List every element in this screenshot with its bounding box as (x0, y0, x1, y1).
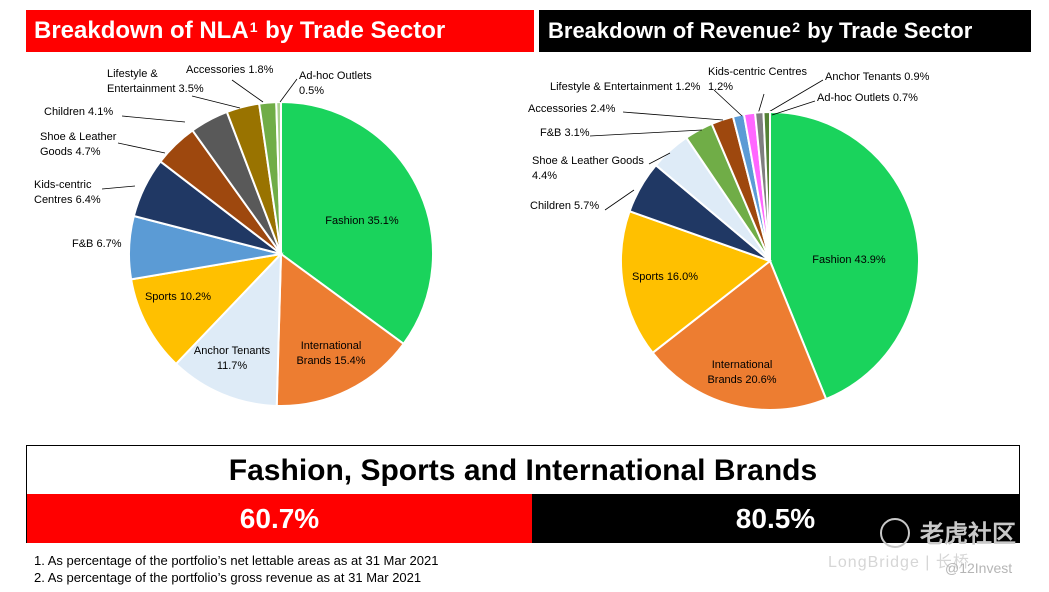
summary-title: Fashion, Sports and International Brands (228, 454, 818, 487)
revenue-label-fashion: Fashion 43.9% (812, 254, 886, 266)
nla-label-ad-hoc-outlets: Ad-hoc Outlets 0.5% (299, 70, 372, 97)
revenue-leader-kids-centric-centres (757, 93, 765, 115)
revenue-leader-shoe-and-leather-goods (648, 152, 671, 165)
nla-leader-lifestyle-and-entertainment (191, 95, 241, 109)
nla-title-suffix: by Trade Sector (265, 17, 446, 44)
revenue-title-footnote-mark: 2 (792, 19, 801, 35)
nla-leader-shoe-and-leather-goods (117, 142, 166, 154)
nla-label-anchor-tenants: Anchor Tenants 11.7% (194, 345, 271, 372)
nla-label-lifestyle-and-entertainment: Lifestyle & Entertainment 3.5% (107, 68, 204, 95)
nla-leader-accessories (231, 79, 264, 103)
nla-slice-anchor-tenants (174, 251, 283, 407)
watermark-brand-en-text: LongBridge (828, 554, 920, 571)
revenue-leader-accessories (622, 111, 724, 121)
nla-slice-ad-hoc-outlets (275, 100, 282, 255)
revenue-leader-fandb (589, 129, 703, 137)
nla-label-accessories: Accessories 1.8% (186, 64, 274, 76)
revenue-label-international-brands: International Brands 20.6% (707, 359, 776, 386)
revenue-title-suffix: by Trade Sector (807, 18, 973, 43)
revenue-label-ad-hoc-outlets: Ad-hoc Outlets 0.7% (817, 92, 918, 104)
footnote-2: 2. As percentage of the portfolio’s gros… (34, 570, 422, 585)
nla-leader-children (121, 115, 186, 123)
nla-leader-kids-centric-centres (101, 185, 136, 190)
nla-title-text: Breakdown of NLA (34, 17, 249, 44)
revenue-label-anchor-tenants: Anchor Tenants 0.9% (825, 71, 930, 83)
revenue-leader-anchor-tenants (766, 79, 824, 114)
revenue-chart-title: Breakdown of Revenue 2 by Trade Sector (539, 10, 1031, 52)
revenue-pie-chart: Fashion 43.9% International Brands 20.6% Sp… (528, 66, 930, 411)
nla-pie-chart: Fashion 35.1% International Brands 15.4% An… (34, 64, 434, 407)
nla-label-fashion: Fashion 35.1% (325, 215, 399, 227)
watermark-handle: @12Invest (945, 560, 1013, 576)
revenue-leader-lifestyle-and-entertainment (713, 89, 743, 117)
summary-panel: Fashion, Sports and International Brands… (26, 445, 1020, 543)
nla-combined-share: 60.7% (27, 494, 532, 543)
revenue-slice-fashion (769, 110, 920, 401)
revenue-slice-sports (620, 209, 773, 355)
watermark-brand-en: LongBridge | 长桥 (828, 554, 970, 571)
watermark-brand-cn: 老虎社区 (920, 521, 1016, 548)
watermark-brand-en-cn: 长桥 (935, 554, 970, 571)
revenue-slice-international-brands (651, 259, 828, 411)
nla-slice-sports (129, 252, 284, 366)
nla-leader-ad-hoc-outlets (279, 78, 298, 103)
nla-label-kids-centric-centres: Kids-centric Centres 6.4% (34, 179, 101, 206)
nla-title-footnote-mark: 1 (249, 19, 258, 35)
footnote-1: 1. As percentage of the portfolio’s net … (34, 553, 439, 568)
nla-label-sports: Sports 10.2% (145, 291, 211, 303)
revenue-label-shoe-and-leather-goods: Shoe & Leather Goods 4.4% (532, 155, 644, 182)
revenue-title-text: Breakdown of Revenue (548, 18, 792, 43)
revenue-label-kids-centric-centres: Kids-centric Centres 1.2% (708, 66, 808, 93)
watermark-logo-icon (880, 518, 910, 548)
revenue-label-accessories: Accessories 2.4% (528, 103, 616, 115)
revenue-leader-ad-hoc-outlets (771, 100, 816, 116)
revenue-slice-ad-hoc-outlets (762, 110, 771, 262)
revenue-label-lifestyle-and-entertainment: Lifestyle & Entertainment 1.2% (550, 81, 701, 93)
nla-slice-international-brands (275, 252, 406, 407)
nla-label-shoe-and-leather-goods: Shoe & Leather Goods 4.7% (40, 131, 117, 158)
nla-slice-fashion (280, 100, 434, 346)
revenue-label-fandb: F&B 3.1% (540, 127, 590, 139)
nla-label-fandb: F&B 6.7% (72, 238, 122, 250)
nla-chart-title: Breakdown of NLA 1 by Trade Sector (26, 10, 534, 52)
revenue-leader-children (604, 189, 635, 211)
revenue-combined-share: 80.5% (532, 494, 1019, 543)
revenue-label-children: Children 5.7% (530, 200, 599, 212)
nla-label-children: Children 4.1% (44, 106, 113, 118)
nla-label-international-brands: International Brands 15.4% (296, 340, 365, 367)
revenue-label-sports: Sports 16.0% (632, 271, 698, 283)
